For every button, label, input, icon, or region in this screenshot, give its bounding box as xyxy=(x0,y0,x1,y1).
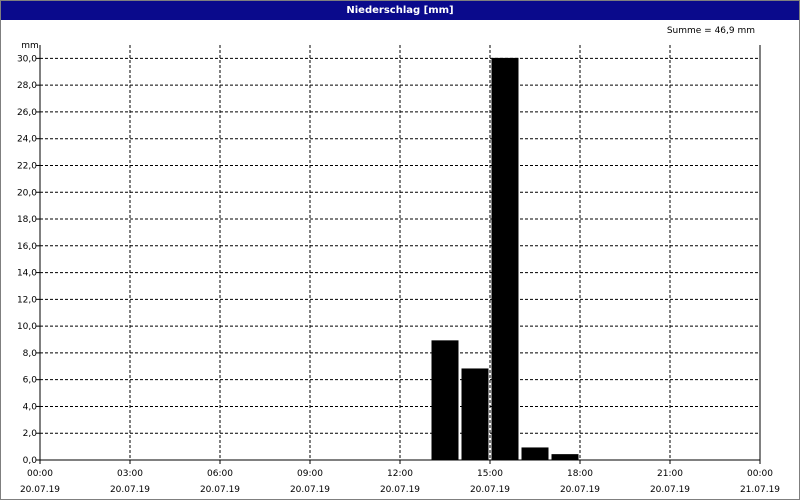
x-tick-label-date: 20.07.19 xyxy=(20,485,60,495)
bar xyxy=(521,447,549,461)
y-tick-label: 2,0 xyxy=(23,429,38,439)
y-tick-label: 28,0 xyxy=(17,81,37,91)
axes xyxy=(36,45,761,464)
x-tick-label-date: 20.07.19 xyxy=(650,485,690,495)
sum-label: Summe = 46,9 mm xyxy=(666,26,755,36)
y-tick-label: 6,0 xyxy=(23,376,38,386)
y-tick-label: 0,0 xyxy=(23,456,38,466)
grid xyxy=(40,45,760,460)
y-tick-label: 24,0 xyxy=(17,135,37,145)
x-tick-label-time: 06:00 xyxy=(207,469,233,479)
y-tick-label: 12,0 xyxy=(17,295,37,305)
x-tick-label-time: 15:00 xyxy=(477,469,503,479)
chart-title: Niederschlag [mm] xyxy=(1,1,799,20)
y-tick-label: 8,0 xyxy=(23,349,38,359)
x-tick-label-time: 00:00 xyxy=(747,469,773,479)
y-tick-labels: 0,0 2,0 4,0 6,0 8,0 10,0 12,0 14,0 16,0 18,0 20,0 2… xyxy=(17,54,37,466)
bar xyxy=(461,368,489,461)
x-tick-label-date: 20.07.19 xyxy=(110,485,150,495)
x-tick-label-date: 21.07.19 xyxy=(740,485,780,495)
x-tick-label-date: 20.07.19 xyxy=(470,485,510,495)
y-tick-label: 10,0 xyxy=(17,322,37,332)
x-tick-label-time: 21:00 xyxy=(657,469,683,479)
bar xyxy=(551,454,579,461)
x-tick-label-time: 18:00 xyxy=(567,469,593,479)
y-tick-label: 18,0 xyxy=(17,215,37,225)
y-tick-label: 26,0 xyxy=(17,108,37,118)
x-tick-label-time: 03:00 xyxy=(117,469,143,479)
x-tick-label-date: 20.07.19 xyxy=(200,485,240,495)
x-tick-label-time: 12:00 xyxy=(387,469,413,479)
bar xyxy=(431,340,459,461)
x-tick-labels: 00:00 20.07.19 03:00 20.07.19 06:00 20.07.19 0… xyxy=(20,469,780,495)
bars xyxy=(431,57,579,461)
x-tick-label-time: 09:00 xyxy=(297,469,323,479)
x-tick-label-time: 00:00 xyxy=(27,469,53,479)
bar xyxy=(491,57,519,461)
x-tick-label-date: 20.07.19 xyxy=(290,485,330,495)
y-tick-label: 4,0 xyxy=(23,402,38,412)
y-tick-label: 22,0 xyxy=(17,161,37,171)
y-axis-label: mm xyxy=(21,41,39,51)
x-tick-label-date: 20.07.19 xyxy=(380,485,420,495)
y-tick-label: 14,0 xyxy=(17,269,37,279)
y-tick-label: 16,0 xyxy=(17,242,37,252)
y-tick-label: 30,0 xyxy=(17,54,37,64)
x-tick-label-date: 20.07.19 xyxy=(560,485,600,495)
y-tick-label: 20,0 xyxy=(17,188,37,198)
